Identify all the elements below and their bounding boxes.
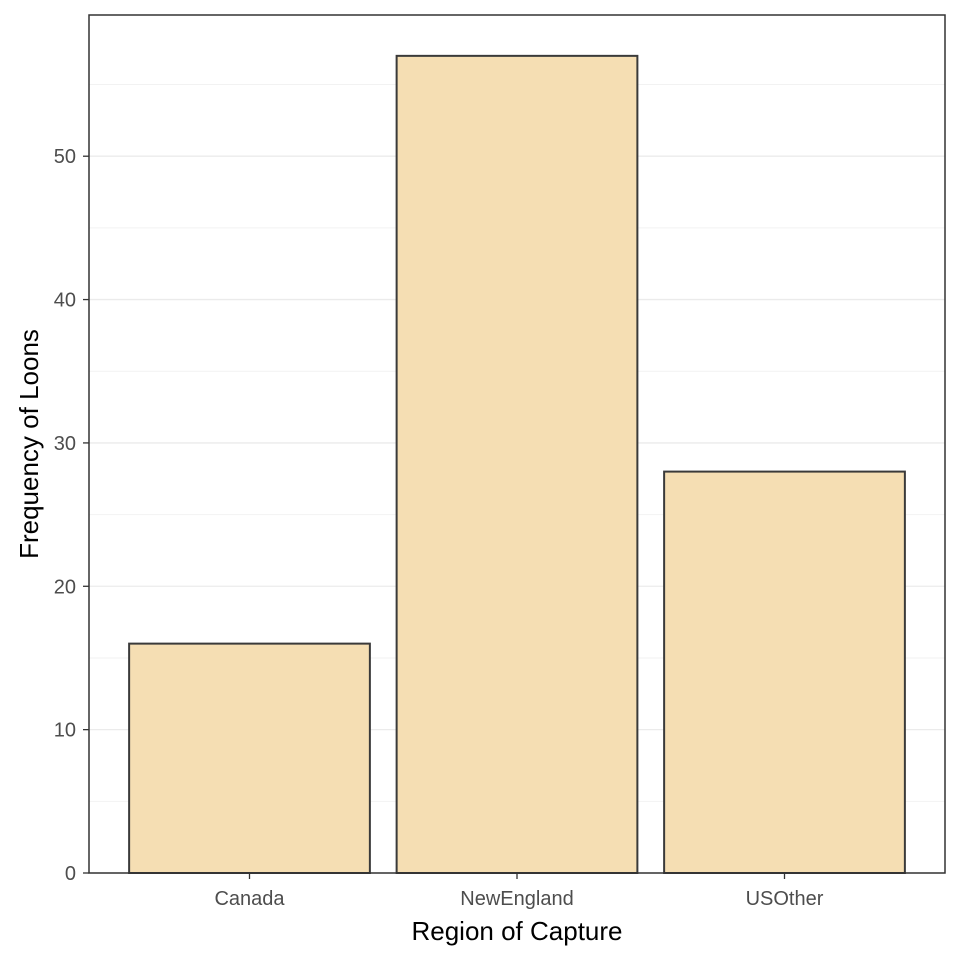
y-tick-label: 20 [54,576,76,598]
bar-Canada [128,642,371,875]
y-axis-title: Frequency of Loons [14,329,44,559]
x-axis-title: Region of Capture [411,916,622,946]
axis-ticks: 0 10 20 30 40 50 Canada NewEngland USOther [54,146,824,910]
y-tick-label: 40 [54,290,76,312]
y-tick-label: 0 [65,863,76,885]
y-tick-label: 10 [54,720,76,742]
y-tick-label: 30 [54,433,76,455]
bar-NewEngland [395,54,639,875]
x-tick-label: NewEngland [460,888,573,910]
x-tick-label: USOther [746,888,824,910]
bar-USOther [663,470,906,874]
y-tick-label: 50 [54,146,76,168]
x-tick-label: Canada [214,888,285,910]
bars [128,54,906,875]
